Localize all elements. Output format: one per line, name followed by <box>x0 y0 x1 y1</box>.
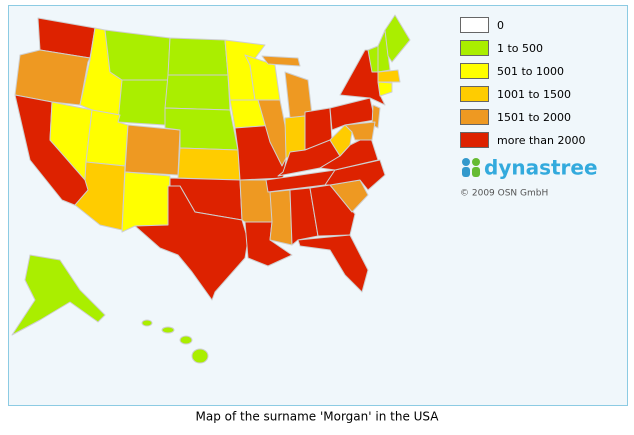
state <box>377 81 393 97</box>
state <box>289 187 319 246</box>
state <box>117 79 169 126</box>
state <box>377 29 391 73</box>
legend-label: 1501 to 2000 <box>497 111 571 124</box>
legend-label: 1001 to 1500 <box>497 88 571 101</box>
state <box>324 159 386 191</box>
state <box>104 29 171 81</box>
state <box>161 326 175 334</box>
state <box>124 124 181 176</box>
legend-swatch <box>460 132 489 148</box>
legend-label: 0 <box>497 19 504 32</box>
legend-swatch <box>460 17 489 33</box>
state <box>167 37 229 76</box>
state <box>377 69 401 83</box>
state <box>384 14 411 63</box>
logo: dynastree <box>462 156 598 180</box>
legend-label: 501 to 1000 <box>497 65 564 78</box>
caption: Map of the surname 'Morgan' in the USA <box>196 410 440 424</box>
state <box>261 55 301 67</box>
legend-swatch <box>460 86 489 102</box>
logo-icon <box>462 158 470 166</box>
legend-swatch <box>460 63 489 79</box>
state <box>329 124 353 157</box>
logo-text: dynastree <box>484 156 598 180</box>
state <box>141 319 153 327</box>
state <box>269 189 293 246</box>
state <box>329 97 376 131</box>
legend-label: 1 to 500 <box>497 42 543 55</box>
legend-label: more than 2000 <box>497 134 585 147</box>
us-map <box>11 14 411 364</box>
logo-icon <box>462 167 470 177</box>
copyright: © 2009 OSN GmbH <box>460 189 548 199</box>
state <box>134 185 249 301</box>
state <box>344 121 376 141</box>
state <box>297 234 369 293</box>
state <box>164 74 231 111</box>
state <box>191 348 209 364</box>
logo-icon <box>472 167 480 177</box>
legend-swatch <box>460 40 489 56</box>
state <box>11 254 106 336</box>
legend-swatch <box>460 109 489 125</box>
logo-icon <box>472 158 480 166</box>
state <box>177 147 241 181</box>
legend: 0 1 to 500 501 to 1000 1001 to 1500 1501 to … <box>460 17 585 148</box>
state <box>121 171 171 233</box>
state <box>179 335 193 345</box>
